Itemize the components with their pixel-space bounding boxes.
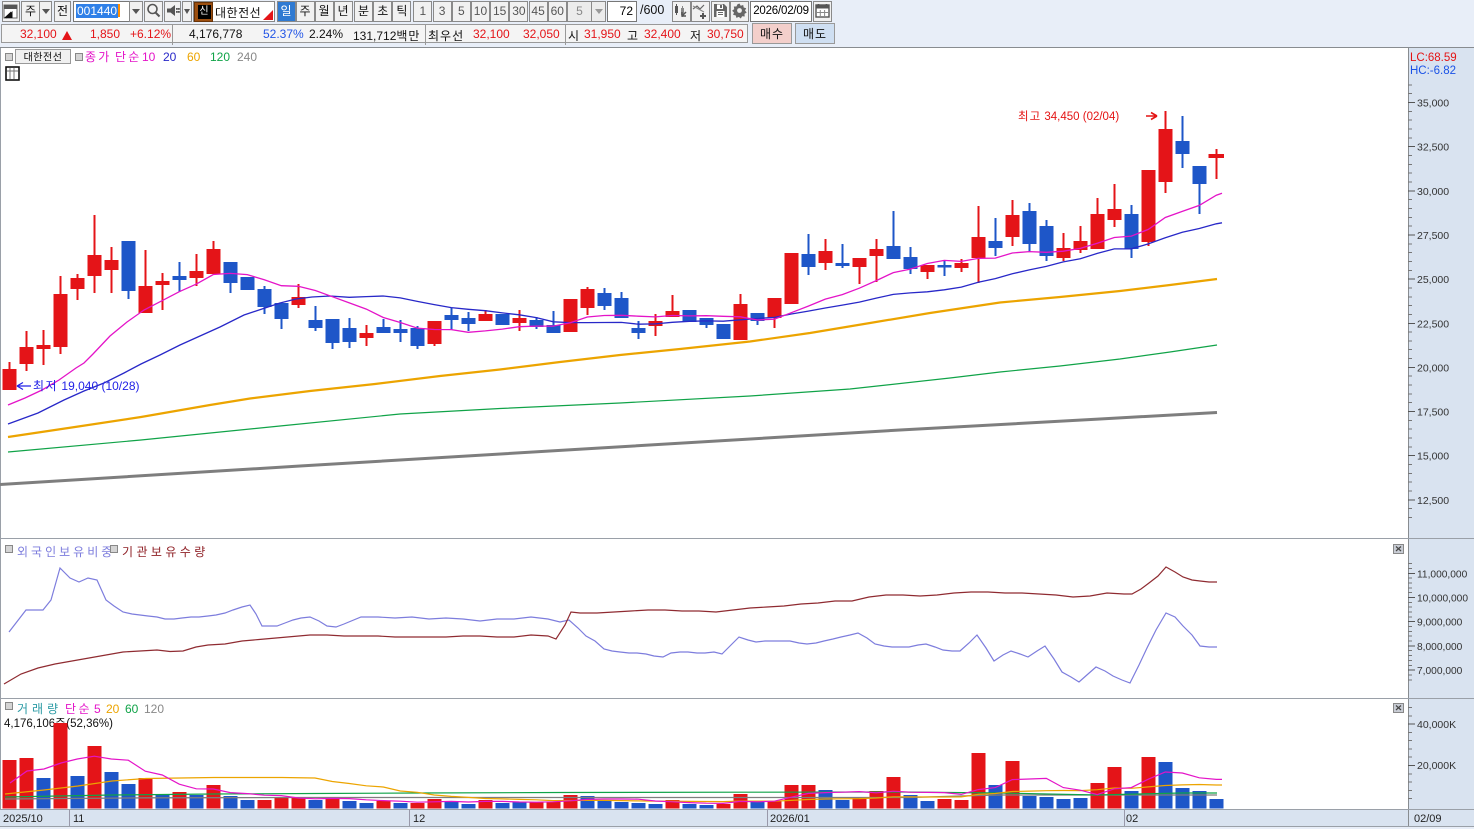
svg-text:외국인보유비중: 외국인보유비중 bbox=[17, 545, 115, 559]
svg-text:35,000: 35,000 bbox=[1417, 98, 1449, 110]
svg-text:02: 02 bbox=[1126, 813, 1138, 825]
svg-text:11: 11 bbox=[73, 813, 84, 825]
svg-text:120: 120 bbox=[144, 702, 164, 716]
svg-text:단순: 단순 bbox=[115, 50, 141, 64]
svg-text:27,500: 27,500 bbox=[1417, 230, 1449, 242]
svg-text:240: 240 bbox=[237, 50, 257, 64]
svg-text:대한전선: 대한전선 bbox=[24, 52, 63, 64]
svg-text:10,000,000: 10,000,000 bbox=[1417, 594, 1468, 605]
svg-text:12,500: 12,500 bbox=[1417, 495, 1449, 507]
svg-text:40,000K: 40,000K bbox=[1417, 719, 1456, 731]
svg-text:10: 10 bbox=[142, 50, 156, 64]
svg-text:단순: 단순 bbox=[65, 702, 92, 716]
svg-text:60: 60 bbox=[187, 50, 201, 64]
svg-text:거래량: 거래량 bbox=[17, 702, 62, 716]
svg-text:LC:68.59: LC:68.59 bbox=[1410, 52, 1457, 64]
svg-text:11,000,000: 11,000,000 bbox=[1417, 569, 1468, 580]
svg-text:30,000: 30,000 bbox=[1417, 186, 1449, 198]
svg-text:20,000K: 20,000K bbox=[1417, 760, 1456, 772]
svg-text:20,000: 20,000 bbox=[1417, 362, 1449, 374]
svg-text:32,500: 32,500 bbox=[1417, 142, 1449, 154]
svg-text:9,000,000: 9,000,000 bbox=[1417, 618, 1463, 629]
svg-text:20: 20 bbox=[163, 50, 177, 64]
svg-text:02/09: 02/09 bbox=[1414, 813, 1442, 825]
svg-text:5: 5 bbox=[94, 702, 101, 716]
svg-text:7,000,000: 7,000,000 bbox=[1417, 666, 1463, 677]
svg-text:종가: 종가 bbox=[85, 50, 111, 64]
svg-text:2025/10: 2025/10 bbox=[3, 813, 43, 825]
svg-text:2026/01: 2026/01 bbox=[770, 813, 810, 825]
svg-text:120: 120 bbox=[210, 50, 230, 64]
svg-text:기관보유수량: 기관보유수량 bbox=[122, 545, 209, 559]
svg-text:17,500: 17,500 bbox=[1417, 407, 1449, 419]
svg-text:HC:-6.82: HC:-6.82 bbox=[1410, 65, 1456, 77]
svg-text:25,000: 25,000 bbox=[1417, 274, 1449, 286]
svg-text:60: 60 bbox=[125, 702, 139, 716]
svg-text:15,000: 15,000 bbox=[1417, 451, 1449, 463]
svg-text:12: 12 bbox=[413, 813, 425, 825]
svg-text:최저 19,040 (10/28): 최저 19,040 (10/28) bbox=[33, 379, 140, 393]
svg-text:22,500: 22,500 bbox=[1417, 318, 1449, 330]
svg-text:8,000,000: 8,000,000 bbox=[1417, 642, 1463, 653]
svg-text:최고 34,450 (02/04): 최고 34,450 (02/04) bbox=[1018, 110, 1119, 123]
svg-text:20: 20 bbox=[106, 702, 120, 716]
